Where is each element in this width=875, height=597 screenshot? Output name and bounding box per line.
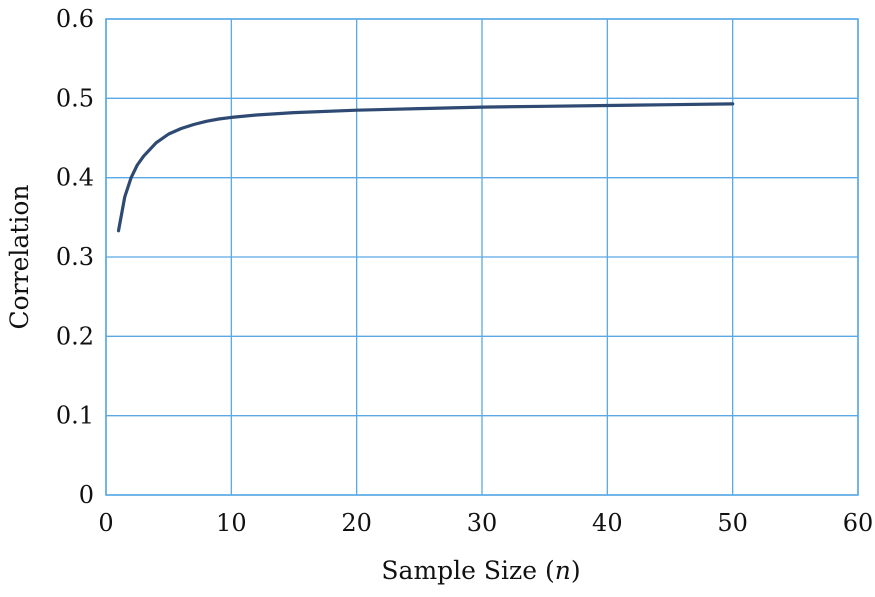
x-tick-label: 20 bbox=[341, 509, 372, 537]
x-tick-label: 10 bbox=[216, 509, 247, 537]
x-tick-label: 40 bbox=[592, 509, 623, 537]
plot-border bbox=[105, 18, 859, 496]
x-axis-title-text: Sample Size bbox=[381, 556, 537, 585]
x-axis-title-paren-open: ( bbox=[537, 556, 555, 585]
y-axis-ticks: 0 0.1 0.2 0.3 0.4 0.5 0.6 bbox=[56, 5, 94, 509]
series-layer bbox=[116, 102, 735, 233]
x-axis-title-symbol: n bbox=[555, 556, 571, 585]
y-tick-label: 0.2 bbox=[56, 322, 94, 350]
y-tick-label: 0 bbox=[79, 481, 94, 509]
grid bbox=[105, 18, 859, 496]
x-axis-title-paren-close: ) bbox=[571, 556, 581, 585]
y-axis-title: Correlation bbox=[5, 185, 34, 330]
y-tick-label: 0.6 bbox=[56, 5, 94, 33]
series-line bbox=[116, 102, 735, 233]
plot-frame bbox=[105, 18, 859, 496]
y-tick-label: 0.4 bbox=[56, 164, 94, 192]
x-tick-label: 0 bbox=[98, 509, 113, 537]
x-axis-ticks: 0 10 20 30 40 50 60 bbox=[98, 509, 873, 537]
y-tick-label: 0.5 bbox=[56, 84, 94, 112]
x-tick-label: 60 bbox=[843, 509, 874, 537]
y-tick-label: 0.1 bbox=[56, 402, 94, 430]
x-axis-title: Sample Size (n) bbox=[381, 556, 580, 585]
y-tick-label: 0.3 bbox=[56, 243, 94, 271]
x-tick-label: 50 bbox=[717, 509, 748, 537]
x-tick-label: 30 bbox=[467, 509, 498, 537]
